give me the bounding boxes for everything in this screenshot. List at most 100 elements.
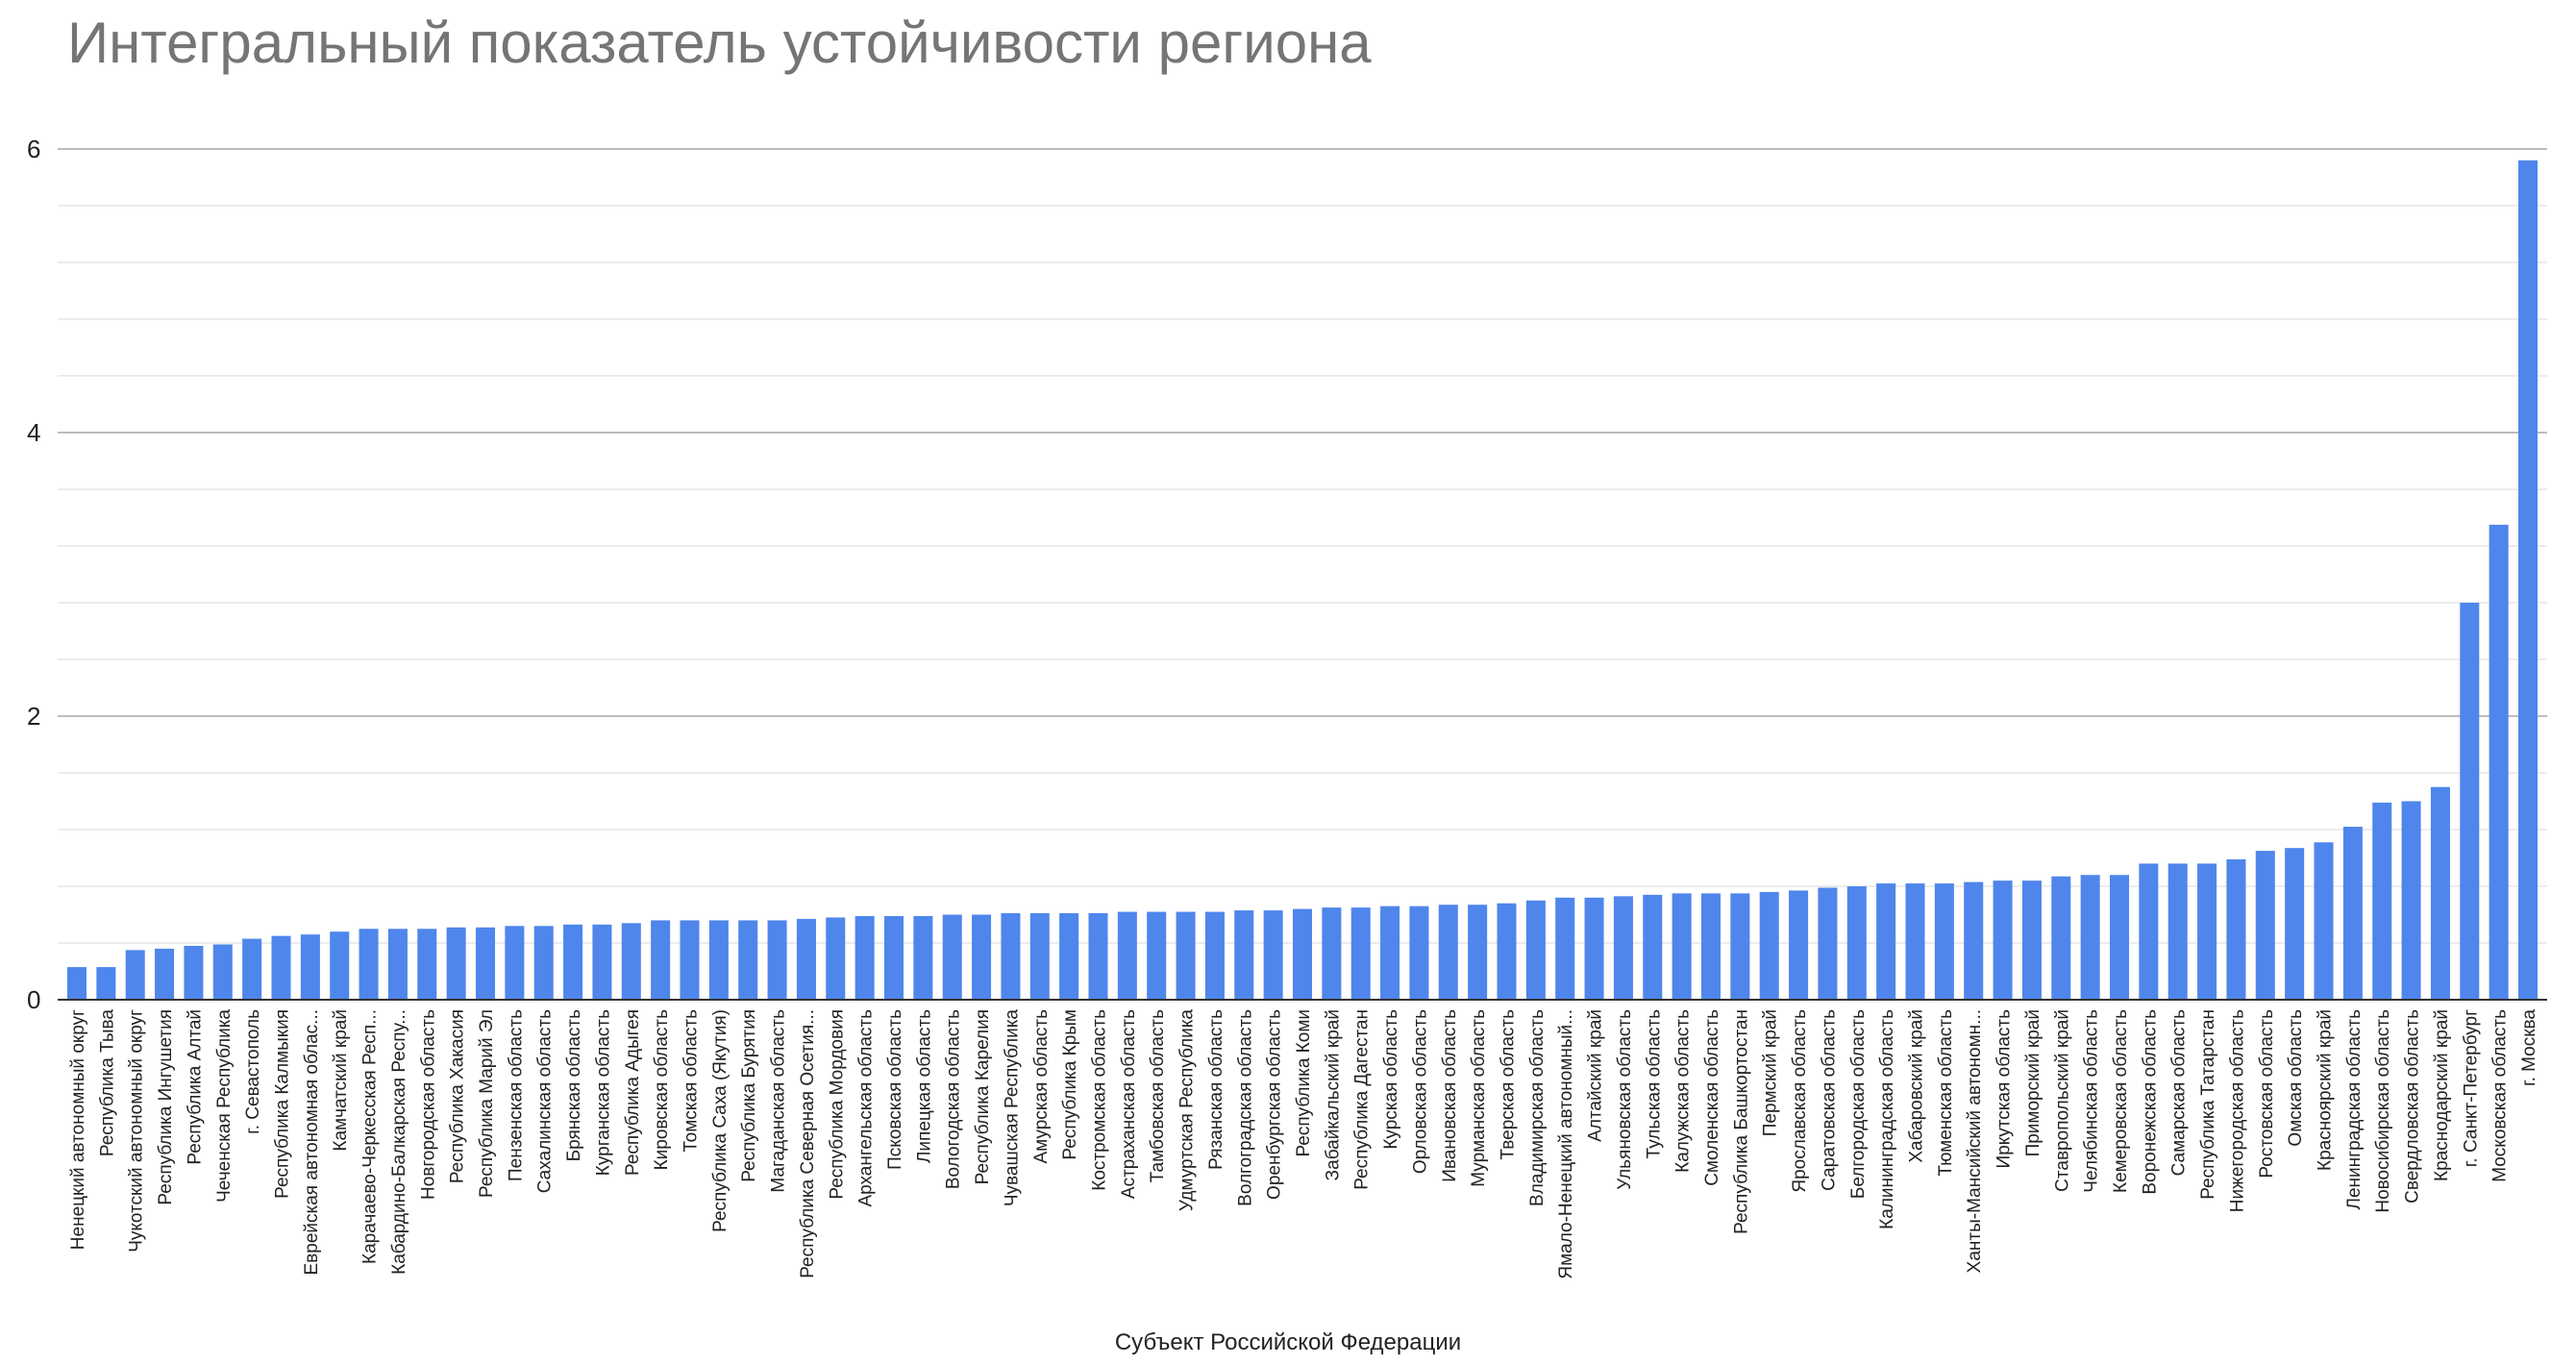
bars: [66, 160, 2539, 1001]
bar: [1613, 896, 1633, 1000]
x-tick-label: Костромская область: [1090, 1009, 1110, 1191]
x-tick-label: Магаданская область: [769, 1009, 789, 1193]
x-tick-label: Республика Карелия: [973, 1009, 993, 1184]
bar: [271, 935, 291, 1000]
bar: [2460, 603, 2480, 1000]
x-tick-label: г. Москва: [2519, 1009, 2539, 1086]
x-tick-label: Омская область: [2286, 1009, 2306, 1147]
x-tick-label: Республика Бурятия: [739, 1009, 759, 1182]
bar: [533, 926, 554, 1000]
x-tick-label: Кемеровская область: [2111, 1009, 2131, 1193]
x-tick-label: Брянская область: [564, 1009, 584, 1161]
x-tick-label: Чувашская Республика: [1002, 1009, 1022, 1207]
bar: [330, 931, 350, 1000]
x-tick-label: Рязанская область: [1206, 1009, 1226, 1170]
x-tick-label: Ханты-Мансийский автономн...: [1965, 1009, 1985, 1273]
y-axis-ticks: 0 2 4 6: [27, 135, 40, 1014]
bar: [942, 914, 962, 1000]
x-tick-label: Новгородская область: [418, 1009, 438, 1200]
bar: [1468, 905, 1488, 1000]
x-axis-ticks: Ненецкий автономный округ Республика Тыва…: [68, 1009, 2539, 1279]
x-tick-label: Новосибирская область: [2373, 1009, 2393, 1213]
bar: [1204, 911, 1225, 1000]
y-tick-label: 0: [27, 985, 40, 1014]
bar: [300, 934, 320, 1000]
x-tick-label: Ивановская область: [1440, 1009, 1460, 1182]
bar: [2139, 863, 2159, 1000]
x-tick-label: Ростовская область: [2257, 1009, 2277, 1179]
x-tick-label: Республика Башкортостан: [1731, 1009, 1751, 1234]
bar: [359, 929, 379, 1000]
y-tick-label: 4: [27, 418, 40, 447]
bar: [1789, 890, 1809, 1000]
bar: [242, 938, 262, 1000]
bar: [1350, 907, 1371, 1000]
x-tick-label: Республика Крым: [1060, 1009, 1080, 1160]
x-tick-label: Курганская область: [593, 1009, 613, 1176]
bar: [651, 920, 671, 1000]
bar: [592, 924, 612, 1000]
bar: [2080, 875, 2100, 1000]
y-tick-label: 6: [27, 135, 40, 163]
x-tick-label: Республика Мордовия: [827, 1009, 847, 1200]
bar: [1117, 911, 1137, 1000]
x-tick-label: Республика Тыва: [97, 1009, 117, 1157]
bar: [96, 967, 116, 1000]
bar: [2021, 881, 2042, 1000]
x-tick-label: Тамбовская область: [1148, 1009, 1168, 1182]
bar: [417, 929, 437, 1000]
bar: [505, 926, 525, 1000]
y-tick-label: 2: [27, 702, 40, 731]
x-tick-label: Вологодская область: [944, 1009, 964, 1189]
bar: [913, 915, 933, 1000]
bar: [446, 927, 466, 1000]
x-tick-label: Республика Дагестан: [1352, 1009, 1373, 1190]
x-tick-label: Томская область: [681, 1009, 702, 1153]
x-tick-label: Смоленская область: [1702, 1009, 1722, 1186]
bar: [1905, 883, 1925, 1000]
x-tick-label: Белгородская область: [1848, 1009, 1869, 1199]
bar: [2051, 876, 2071, 1000]
bar: [1818, 887, 1838, 1000]
x-tick-label: Краснодарский край: [2432, 1009, 2452, 1181]
bar: [1643, 894, 1663, 1000]
x-tick-label: Волгоградская область: [1235, 1009, 1255, 1206]
x-tick-label: Еврейская автономная облас...: [302, 1009, 322, 1276]
x-tick-label: Ярославская область: [1790, 1009, 1810, 1193]
bar: [1029, 913, 1050, 1000]
x-tick-label: Хабаровский край: [1907, 1009, 1927, 1163]
x-tick-label: Тюменская область: [1936, 1009, 1956, 1177]
x-tick-label: Московская область: [2490, 1009, 2511, 1182]
bar: [2226, 858, 2246, 1000]
x-tick-label: Красноярский край: [2316, 1009, 2336, 1171]
bar: [621, 923, 641, 1000]
bar: [767, 920, 787, 1000]
x-tick-label: Калининградская область: [1877, 1009, 1897, 1229]
x-tick-label: Республика Саха (Якутия): [710, 1009, 731, 1232]
bar: [125, 950, 145, 1000]
x-tick-label: Ленинградская область: [2344, 1009, 2365, 1210]
bar: [680, 920, 700, 1000]
x-tick-label: Самарская область: [2169, 1009, 2190, 1177]
x-tick-label: Ненецкий автономный округ: [68, 1009, 88, 1250]
x-tick-label: Липецкая область: [914, 1009, 934, 1163]
bar: [1525, 900, 1546, 1000]
bar: [1964, 881, 1984, 1000]
x-tick-label: Чукотский автономный округ: [127, 1009, 147, 1253]
x-tick-label: Кабардино-Балкарская Респу...: [389, 1009, 409, 1275]
bar: [387, 929, 408, 1000]
x-tick-label: Алтайский край: [1586, 1009, 1606, 1142]
x-tick-label: Республика Марий Эл: [477, 1009, 497, 1198]
bar: [2197, 863, 2217, 1000]
gridlines: [58, 148, 2547, 944]
bar: [1001, 913, 1021, 1000]
x-tick-label: Саратовская область: [1819, 1009, 1839, 1191]
bar: [1497, 903, 1517, 1000]
x-tick-label: Челябинская область: [2082, 1009, 2102, 1193]
bar: [1876, 883, 1896, 1000]
chart-title: Интегральный показатель устойчивости рег…: [67, 11, 1372, 75]
bar: [1263, 910, 1283, 1000]
x-tick-label: Республика Татарстан: [2198, 1009, 2218, 1200]
bar: [1059, 913, 1079, 1000]
